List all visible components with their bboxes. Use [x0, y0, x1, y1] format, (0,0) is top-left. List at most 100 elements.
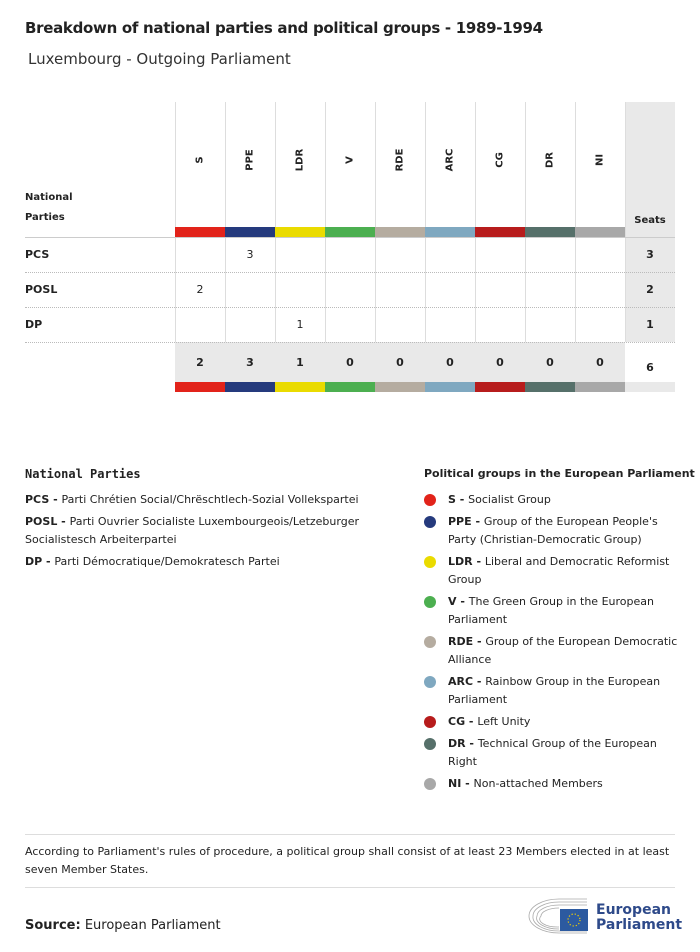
group-name: Technical Group of the European Right — [448, 737, 657, 768]
column-header-arc: ARC — [425, 102, 475, 227]
group-color-bar — [525, 382, 575, 392]
group-color-bar — [275, 382, 325, 392]
table-cell — [375, 272, 425, 307]
source-value: European Parliament — [80, 918, 221, 933]
header-line: National — [25, 192, 73, 203]
seats-column-bg — [625, 102, 675, 342]
column-header-label: S — [194, 156, 206, 164]
group-abbr: S - — [448, 493, 469, 506]
group-color-dot-icon — [424, 596, 436, 608]
table-cell — [325, 307, 375, 342]
group-color-bar — [575, 227, 625, 237]
column-divider — [575, 102, 576, 342]
table-cell — [175, 307, 225, 342]
group-name: Non-attached Members — [473, 777, 603, 790]
logo-text: European Parliament — [596, 903, 682, 933]
political-group-item: ARC - Rainbow Group in the European Parl… — [424, 673, 679, 709]
group-color-dot-icon — [424, 738, 436, 750]
group-name: The Green Group in the European Parliame… — [448, 595, 654, 626]
header-line: Parties — [25, 212, 65, 223]
political-group-item: S - Socialist Group — [424, 491, 679, 509]
table-cell — [425, 272, 475, 307]
seats-cell: 1 — [646, 318, 654, 331]
table-cell — [275, 237, 325, 272]
party-abbr: DP - — [25, 555, 55, 568]
group-color-bar — [175, 382, 225, 392]
national-party-item: DP - Parti Démocratique/Demokratesch Par… — [25, 553, 385, 571]
column-divider — [225, 102, 226, 342]
column-divider — [325, 102, 326, 342]
group-name: Rainbow Group in the European Parliament — [448, 675, 661, 706]
group-abbr: DR - — [448, 737, 478, 750]
seats-header: Seats — [634, 214, 666, 226]
political-group-item: PPE - Group of the European People's Par… — [424, 513, 679, 549]
column-header-label: PPE — [244, 149, 256, 171]
divider — [25, 834, 675, 835]
party-name: Parti Démocratique/Demokratesch Partei — [54, 555, 280, 568]
group-color-bar — [575, 382, 625, 392]
table-cell — [175, 237, 225, 272]
group-color-bar — [175, 227, 225, 237]
table-cell — [525, 307, 575, 342]
group-color-bar — [525, 227, 575, 237]
group-name: Liberal and Democratic Reformist Group — [448, 555, 670, 586]
party-abbr: POSL - — [25, 515, 70, 528]
seats-cell: 2 — [646, 283, 654, 296]
column-header-label: DR — [544, 151, 556, 169]
political-group-item: CG - Left Unity — [424, 713, 679, 731]
group-color-bar — [475, 227, 525, 237]
political-group-item: NI - Non-attached Members — [424, 775, 679, 793]
table-cell: 2 — [196, 283, 204, 296]
group-name: Group of the European People's Party (Ch… — [448, 515, 658, 546]
table-cell: 1 — [296, 318, 304, 331]
page-title: Breakdown of national parties and politi… — [25, 19, 543, 37]
logo-line: Parliament — [596, 917, 683, 933]
party-row-label: POSL — [25, 283, 58, 296]
total-cell: 0 — [525, 342, 575, 382]
table-cell — [475, 307, 525, 342]
political-groups-heading: Political groups in the European Parliam… — [424, 467, 695, 480]
column-divider — [525, 102, 526, 342]
source-label: Source: — [25, 918, 81, 933]
total-cell: 0 — [575, 342, 625, 382]
column-header-ni: NI — [575, 102, 625, 227]
group-color-dot-icon — [424, 716, 436, 728]
column-divider — [425, 102, 426, 342]
seats-cell: 3 — [646, 248, 654, 261]
total-seats-cell: 6 — [646, 360, 654, 374]
european-parliament-logo: European Parliament — [527, 897, 682, 937]
group-color-dot-icon — [424, 676, 436, 688]
group-name: Left Unity — [477, 715, 531, 728]
column-divider — [475, 102, 476, 342]
table-cell — [525, 272, 575, 307]
group-abbr: LDR - — [448, 555, 485, 568]
national-party-item: POSL - Parti Ouvrier Socialiste Luxembou… — [25, 513, 385, 549]
group-name: Socialist Group — [468, 493, 551, 506]
political-group-item: RDE - Group of the European Democratic A… — [424, 633, 679, 669]
column-header-label: ARC — [444, 148, 456, 172]
party-name: Parti Chrétien Social/Chrëschtlech-Sozia… — [61, 493, 359, 506]
group-color-dot-icon — [424, 636, 436, 648]
column-header-label: LDR — [294, 148, 306, 172]
total-cell: 0 — [375, 342, 425, 382]
column-header-rde: RDE — [375, 102, 425, 227]
table-cell — [375, 237, 425, 272]
row-divider — [25, 237, 675, 238]
party-row-label: DP — [25, 318, 43, 331]
column-divider — [275, 102, 276, 342]
group-color-dot-icon — [424, 494, 436, 506]
party-name: Parti Ouvrier Socialiste Luxembourgeois/… — [25, 515, 359, 546]
column-header-v: V — [325, 102, 375, 227]
group-color-bar — [425, 227, 475, 237]
group-color-bar — [475, 382, 525, 392]
table-cell — [325, 237, 375, 272]
row-divider — [25, 307, 675, 308]
group-abbr: PPE - — [448, 515, 484, 528]
group-color-dot-icon — [424, 778, 436, 790]
table-cell — [225, 307, 275, 342]
column-header-label: CG — [494, 152, 506, 168]
total-cell: 3 — [225, 342, 275, 382]
parliament-hemicycle-icon — [528, 898, 588, 934]
table-cell — [275, 272, 325, 307]
column-header-cg: CG — [475, 102, 525, 227]
